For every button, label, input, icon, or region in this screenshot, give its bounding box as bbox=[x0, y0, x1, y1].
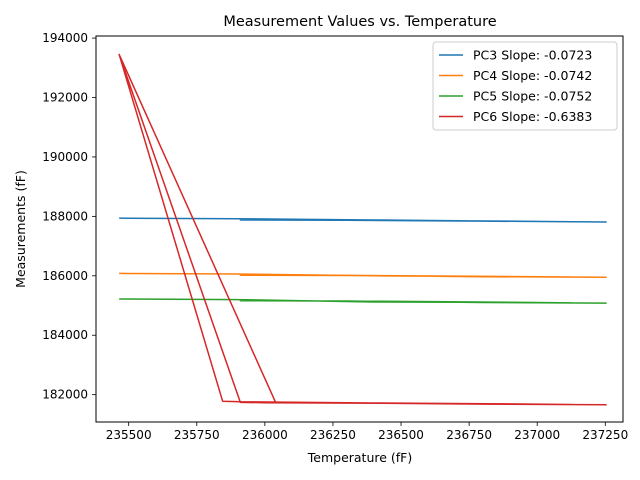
y-axis-label: Measurements (fF) bbox=[13, 170, 28, 288]
legend-box bbox=[432, 41, 618, 131]
x-tick-label: 235750 bbox=[174, 428, 220, 442]
y-tick-label: 188000 bbox=[42, 209, 88, 223]
x-tick-label: 235500 bbox=[106, 428, 152, 442]
legend: PC3 Slope: -0.0723 PC4 Slope: -0.0742 PC5 … bbox=[432, 41, 618, 131]
series-line-2 bbox=[119, 272, 607, 279]
x-axis-label: Temperature (fF) bbox=[307, 450, 413, 465]
legend-label: PC5 Slope: -0.0752 bbox=[473, 89, 592, 104]
chart-title: Measurement Values vs. Temperature bbox=[223, 14, 496, 30]
y-tick-label: 182000 bbox=[42, 388, 88, 402]
y-tick-label: 184000 bbox=[42, 328, 88, 342]
x-tick-label: 236500 bbox=[378, 428, 424, 442]
series-layer bbox=[118, 53, 607, 406]
x-axis-ticks: 235500 235750 236000 236250 236500 236750 2370… bbox=[106, 422, 628, 442]
x-tick-label: 237250 bbox=[582, 428, 628, 442]
x-tick-label: 236250 bbox=[310, 428, 356, 442]
y-tick-label: 194000 bbox=[42, 31, 88, 45]
y-axis-ticks: 182000 184000 186000 188000 190000 192000 1940… bbox=[42, 31, 96, 402]
y-tick-label: 192000 bbox=[42, 91, 88, 105]
x-tick-label: 236750 bbox=[446, 428, 492, 442]
x-tick-label: 236000 bbox=[242, 428, 288, 442]
legend-label: PC4 Slope: -0.0742 bbox=[473, 68, 592, 83]
plot-frame bbox=[95, 35, 624, 423]
legend-label: PC6 Slope: -0.6383 bbox=[473, 109, 592, 124]
legend-label: PC3 Slope: -0.0723 bbox=[473, 48, 592, 63]
y-tick-label: 190000 bbox=[42, 150, 88, 164]
x-tick-label: 237000 bbox=[514, 428, 560, 442]
series-line-3 bbox=[119, 298, 607, 304]
series-line-4 bbox=[118, 53, 607, 406]
series-line-1 bbox=[119, 217, 607, 223]
y-tick-label: 186000 bbox=[42, 269, 88, 283]
